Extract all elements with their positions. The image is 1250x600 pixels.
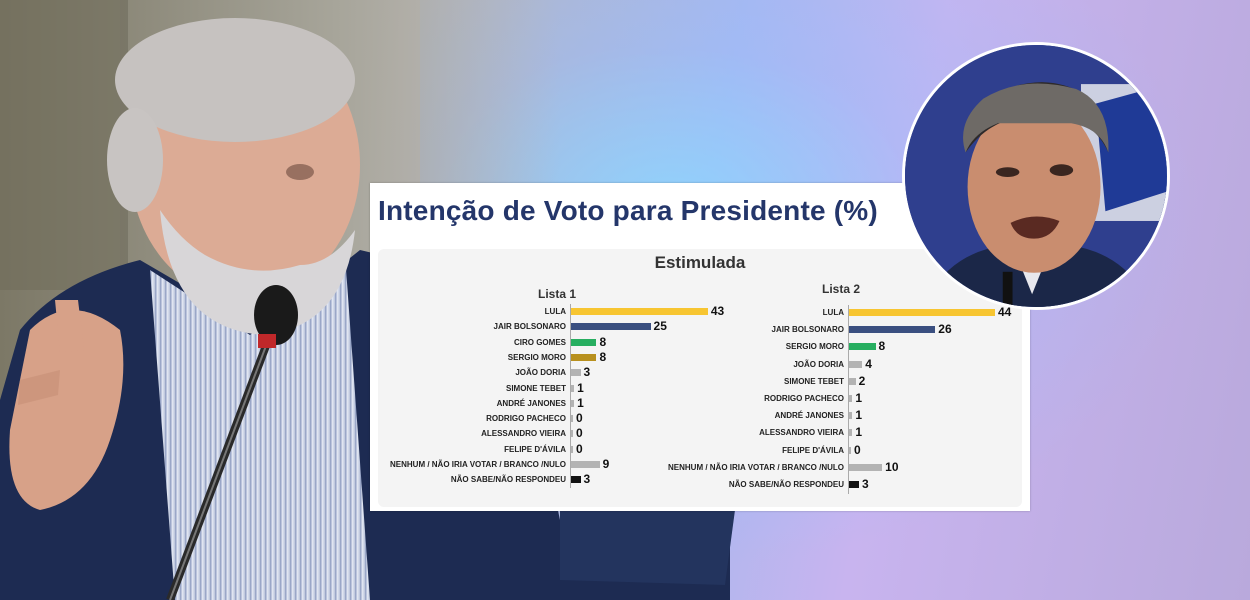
value-label: 4 xyxy=(865,356,872,371)
list-title-2: Lista 2 xyxy=(822,282,861,296)
category-label: JOÃO DORIA xyxy=(515,368,566,378)
chart-panel: Intenção de Voto para Presidente (%) Est… xyxy=(370,183,1030,511)
category-label: ALESSANDRO VIEIRA xyxy=(759,428,844,438)
bar xyxy=(571,338,597,346)
category-label: LULA xyxy=(822,308,844,317)
bar xyxy=(849,412,853,420)
category-label: FELIPE D'ÁVILA xyxy=(782,445,844,455)
bar xyxy=(571,308,708,315)
category-label: ALESSANDRO VIEIRA xyxy=(481,429,566,439)
category-label: RODRIGO PACHECO xyxy=(486,414,566,424)
bar xyxy=(849,326,936,334)
bar xyxy=(849,446,851,454)
category-label: JOÃO DORIA xyxy=(793,359,844,369)
value-label: 0 xyxy=(576,441,583,456)
bar xyxy=(571,445,573,453)
category-label: SIMONE TEBET xyxy=(783,376,844,386)
value-label: 8 xyxy=(599,349,607,364)
value-label: 1 xyxy=(577,380,584,395)
bar xyxy=(571,415,573,423)
value-label: 1 xyxy=(855,425,862,440)
bar xyxy=(849,360,863,368)
bar xyxy=(849,395,853,402)
category-label: NÃO SABE/NÃO RESPONDEU xyxy=(450,475,566,485)
bar xyxy=(849,343,876,351)
category-label: JAIR BOLSONARO xyxy=(771,325,844,335)
value-label: 43 xyxy=(710,304,725,318)
category-label: SIMONE TEBET xyxy=(505,383,566,393)
category-label: NENHUM / NÃO IRIA VOTAR / BRANCO /NULO xyxy=(390,460,566,469)
value-label: 0 xyxy=(576,411,583,426)
value-label: 0 xyxy=(854,442,861,457)
category-label: CIRO GOMES xyxy=(513,337,566,347)
category-axis-2 xyxy=(848,305,849,495)
chart-subtitle: Estimulada xyxy=(654,253,746,272)
category-label: JAIR BOLSONARO xyxy=(493,322,566,332)
category-label: ANDRÉ JANONES xyxy=(774,411,844,421)
bar xyxy=(571,461,600,468)
value-label: 8 xyxy=(878,339,886,354)
list-title-1: Lista 1 xyxy=(538,287,577,301)
value-label: 0 xyxy=(576,426,583,441)
category-label: SERGIO MORO xyxy=(785,342,844,352)
chart-inner-area xyxy=(378,249,1022,507)
value-label: 44 xyxy=(998,305,1012,319)
value-label: 25 xyxy=(653,319,667,334)
category-label: RODRIGO PACHECO xyxy=(764,394,844,403)
bar xyxy=(571,353,597,361)
value-label: 2 xyxy=(858,373,866,388)
bar xyxy=(571,369,581,377)
value-label: 26 xyxy=(938,322,952,337)
bar xyxy=(849,481,859,488)
category-axis-1 xyxy=(570,304,571,488)
category-label: NÃO SABE/NÃO RESPONDEU xyxy=(728,480,844,489)
bolsonaro-photo xyxy=(902,42,1170,310)
bar xyxy=(849,309,995,316)
value-label: 8 xyxy=(599,334,607,349)
category-label: LULA xyxy=(544,307,566,316)
bar xyxy=(849,463,883,471)
value-label: 3 xyxy=(861,477,869,491)
category-label: FELIPE D'ÁVILA xyxy=(504,444,566,454)
bar xyxy=(849,429,853,437)
value-label: 1 xyxy=(577,395,584,410)
bar xyxy=(571,430,573,438)
value-label: 3 xyxy=(583,472,591,487)
value-label: 1 xyxy=(855,391,862,405)
bar xyxy=(571,476,581,484)
bar xyxy=(571,384,575,392)
bar xyxy=(571,323,651,331)
category-label: NENHUM / NÃO IRIA VOTAR / BRANCO /NULO xyxy=(668,462,844,472)
bar xyxy=(571,399,575,407)
value-label: 10 xyxy=(885,459,899,474)
value-label: 3 xyxy=(583,365,591,380)
category-label: ANDRÉ JANONES xyxy=(496,398,566,408)
value-label: 9 xyxy=(602,457,610,471)
value-label: 1 xyxy=(855,408,862,423)
chart-title: Intenção de Voto para Presidente (%) xyxy=(378,195,878,226)
bar xyxy=(849,377,856,385)
category-label: SERGIO MORO xyxy=(507,352,566,362)
